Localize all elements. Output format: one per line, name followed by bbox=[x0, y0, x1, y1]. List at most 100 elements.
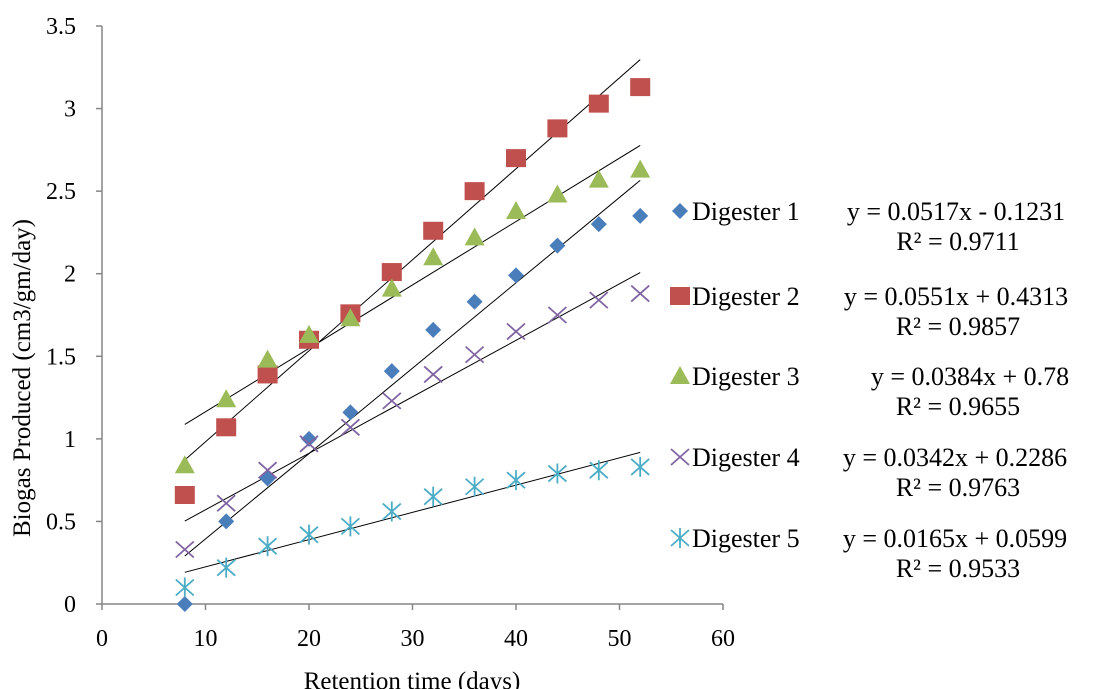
x-tick-label: 40 bbox=[504, 626, 528, 652]
legend-marker-series-1 bbox=[672, 203, 688, 219]
legend-marker-series-4 bbox=[670, 448, 690, 466]
data-point-series-1 bbox=[218, 513, 235, 530]
trend-equation: y = 0.0342x + 0.2286 bbox=[843, 443, 1067, 472]
data-point-series-5 bbox=[506, 470, 526, 491]
trend-equation: y = 0.0165x + 0.0599 bbox=[843, 524, 1067, 553]
data-point-series-2 bbox=[547, 119, 568, 138]
data-point-series-5 bbox=[175, 577, 195, 598]
data-point-series-2 bbox=[630, 78, 651, 97]
data-point-series-4 bbox=[216, 494, 236, 512]
data-point-series-2 bbox=[588, 94, 609, 113]
data-point-series-3 bbox=[630, 159, 651, 178]
trendlines bbox=[184, 59, 641, 573]
legend-label: Digester 4 bbox=[692, 443, 800, 472]
data-point-series-5 bbox=[465, 476, 485, 497]
x-tick-label: 20 bbox=[297, 626, 321, 652]
data-point-series-1 bbox=[176, 596, 193, 612]
data-point-series-4 bbox=[382, 392, 402, 410]
data-point-series-5 bbox=[258, 536, 278, 557]
y-axis-title: Biogas Produced (cm3/gm/day) bbox=[9, 219, 36, 537]
y-tick-label: 3.5 bbox=[46, 14, 76, 40]
data-point-series-4 bbox=[547, 306, 567, 324]
legend-marker-series-2 bbox=[670, 287, 690, 305]
trendline-series-1 bbox=[184, 179, 641, 557]
y-axis-ticks: 0 0.5 1 1.5 2 2.5 3 3.5 bbox=[46, 14, 102, 618]
data-point-series-4 bbox=[630, 284, 650, 303]
data-point-series-1 bbox=[508, 267, 524, 284]
data-point-series-5 bbox=[589, 460, 609, 481]
data-point-series-5 bbox=[630, 456, 650, 477]
data-point-series-2 bbox=[216, 418, 237, 437]
data-point-series-1 bbox=[425, 321, 442, 338]
data-point-series-4 bbox=[175, 540, 195, 559]
x-tick-label: 10 bbox=[194, 626, 218, 652]
data-point-series-3 bbox=[381, 278, 402, 297]
trendline-series-3 bbox=[184, 145, 641, 425]
data-point-series-1 bbox=[590, 216, 607, 233]
data-point-series-3 bbox=[174, 455, 195, 474]
data-point-series-3 bbox=[340, 308, 361, 327]
data-point-series-3 bbox=[257, 349, 278, 368]
data-point-series-1 bbox=[342, 404, 359, 421]
trendline-series-5 bbox=[184, 451, 641, 573]
data-point-series-1 bbox=[301, 430, 317, 447]
data-point-series-5 bbox=[382, 501, 402, 522]
data-point-series-1 bbox=[549, 237, 566, 254]
data-point-series-2 bbox=[464, 182, 485, 201]
data-point-series-3 bbox=[547, 184, 568, 203]
legend-label: Digester 5 bbox=[692, 524, 800, 553]
data-point-series-2 bbox=[423, 221, 444, 240]
data-point-series-4 bbox=[589, 291, 609, 309]
data-point-series-3 bbox=[216, 389, 237, 408]
data-point-series-4 bbox=[258, 461, 278, 479]
y-tick-label: 2.5 bbox=[46, 179, 76, 205]
data-points bbox=[174, 78, 651, 612]
data-point-series-5 bbox=[340, 516, 360, 537]
legend-marker-series-3 bbox=[670, 366, 690, 384]
trend-r-squared: R² = 0.9857 bbox=[896, 312, 1020, 341]
data-point-series-4 bbox=[506, 322, 526, 341]
y-tick-label: 2 bbox=[64, 262, 76, 288]
data-point-series-2 bbox=[506, 149, 526, 168]
legend-label: Digester 2 bbox=[692, 282, 800, 311]
legend-marker-series-5 bbox=[670, 528, 690, 548]
data-point-series-4 bbox=[423, 365, 443, 384]
y-tick-label: 0.5 bbox=[46, 509, 76, 535]
x-tick-label: 60 bbox=[711, 626, 735, 652]
y-tick-label: 3 bbox=[64, 97, 76, 123]
y-tick-label: 1 bbox=[64, 427, 76, 453]
data-point-series-5 bbox=[423, 486, 443, 507]
data-point-series-5 bbox=[216, 557, 236, 578]
trend-r-squared: R² = 0.9655 bbox=[896, 392, 1020, 421]
trend-equation: y = 0.0384x + 0.78 bbox=[871, 362, 1069, 391]
data-point-series-1 bbox=[466, 293, 483, 310]
data-point-series-5 bbox=[547, 463, 567, 484]
data-point-series-3 bbox=[506, 200, 526, 219]
legend-label: Digester 1 bbox=[692, 197, 800, 226]
y-tick-label: 1.5 bbox=[46, 344, 76, 370]
data-point-series-1 bbox=[632, 207, 649, 224]
x-axis-ticks: 0 10 20 30 40 50 60 bbox=[96, 604, 735, 652]
data-point-series-2 bbox=[174, 486, 195, 505]
data-point-series-3 bbox=[299, 324, 319, 343]
trend-r-squared: R² = 0.9763 bbox=[896, 473, 1020, 502]
x-tick-label: 50 bbox=[608, 626, 632, 652]
trendline-series-4 bbox=[184, 272, 641, 522]
trend-equation: y = 0.0517x - 0.1231 bbox=[847, 197, 1065, 226]
data-point-series-3 bbox=[423, 247, 444, 266]
data-point-series-5 bbox=[299, 524, 319, 545]
data-point-series-3 bbox=[464, 227, 485, 246]
x-tick-label: 0 bbox=[96, 626, 108, 652]
data-point-series-4 bbox=[465, 345, 485, 364]
data-point-series-4 bbox=[299, 435, 319, 453]
data-point-series-4 bbox=[340, 418, 360, 436]
trendline-series-2 bbox=[184, 59, 641, 461]
x-axis-title: Retention time (days) bbox=[304, 668, 521, 689]
data-point-series-2 bbox=[257, 365, 278, 384]
trend-r-squared: R² = 0.9533 bbox=[896, 554, 1020, 583]
data-point-series-3 bbox=[588, 169, 609, 188]
data-point-series-1 bbox=[383, 363, 400, 380]
data-point-series-2 bbox=[381, 263, 402, 282]
